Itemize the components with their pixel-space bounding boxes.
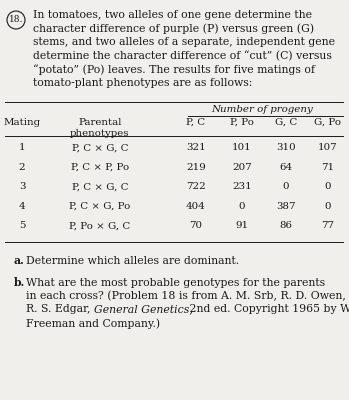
Text: 101: 101 [232, 143, 252, 152]
Text: 4: 4 [19, 202, 25, 211]
Text: 404: 404 [186, 202, 206, 211]
Text: 0: 0 [325, 202, 331, 211]
Text: Freeman and Company.): Freeman and Company.) [26, 318, 160, 328]
Text: Determine which alleles are dominant.: Determine which alleles are dominant. [26, 256, 239, 266]
Text: character difference of purple (P) versus green (G): character difference of purple (P) versu… [33, 24, 314, 34]
Text: 71: 71 [321, 163, 335, 172]
Text: 207: 207 [232, 163, 252, 172]
Text: b.: b. [14, 278, 25, 288]
Text: What are the most probable genotypes for the parents: What are the most probable genotypes for… [26, 278, 325, 288]
Text: 310: 310 [276, 143, 296, 152]
Text: P, C × G, C: P, C × G, C [72, 143, 128, 152]
Text: 321: 321 [186, 143, 206, 152]
Text: tomato-plant phenotypes are as follows:: tomato-plant phenotypes are as follows: [33, 78, 252, 88]
Text: G, Po: G, Po [314, 118, 342, 127]
Text: 18.: 18. [9, 16, 23, 24]
Text: determine the character difference of “cut” (C) versus: determine the character difference of “c… [33, 50, 332, 61]
Text: 0: 0 [325, 182, 331, 191]
Text: 2nd ed. Copyright 1965 by W. H.: 2nd ed. Copyright 1965 by W. H. [186, 304, 349, 314]
Text: G, C: G, C [275, 118, 297, 127]
Text: 722: 722 [186, 182, 206, 191]
Text: 64: 64 [280, 163, 292, 172]
Text: 5: 5 [19, 221, 25, 230]
Text: 77: 77 [321, 221, 334, 230]
Text: P, Po: P, Po [230, 118, 254, 127]
Text: P, C × P, Po: P, C × P, Po [71, 163, 129, 172]
Text: a.: a. [14, 256, 25, 266]
Text: in each cross? (Problem 18 is from A. M. Srb, R. D. Owen, and: in each cross? (Problem 18 is from A. M.… [26, 291, 349, 301]
Text: 70: 70 [190, 221, 202, 230]
Text: stems, and two alleles of a separate, independent gene: stems, and two alleles of a separate, in… [33, 37, 335, 47]
Text: R. S. Edgar,: R. S. Edgar, [26, 304, 94, 314]
Text: Mating: Mating [3, 118, 40, 127]
Text: P, Po × G, C: P, Po × G, C [69, 221, 131, 230]
Text: 231: 231 [232, 182, 252, 191]
Text: 387: 387 [276, 202, 296, 211]
Text: 2: 2 [19, 163, 25, 172]
Text: 0: 0 [283, 182, 289, 191]
Text: 107: 107 [318, 143, 338, 152]
Text: Parental
phenotypes: Parental phenotypes [70, 118, 130, 138]
Text: 219: 219 [186, 163, 206, 172]
Text: Number of progeny: Number of progeny [211, 105, 313, 114]
Text: “potato” (Po) leaves. The results for five matings of: “potato” (Po) leaves. The results for fi… [33, 64, 315, 75]
Text: General Genetics,: General Genetics, [94, 304, 193, 314]
Text: In tomatoes, two alleles of one gene determine the: In tomatoes, two alleles of one gene det… [33, 10, 312, 20]
Text: P, C × G, C: P, C × G, C [72, 182, 128, 191]
Text: P, C × G, Po: P, C × G, Po [69, 202, 131, 211]
Text: 0: 0 [239, 202, 245, 211]
Text: 86: 86 [280, 221, 292, 230]
Text: P, C: P, C [186, 118, 206, 127]
Text: 91: 91 [236, 221, 248, 230]
Text: 3: 3 [19, 182, 25, 191]
Text: 1: 1 [19, 143, 25, 152]
